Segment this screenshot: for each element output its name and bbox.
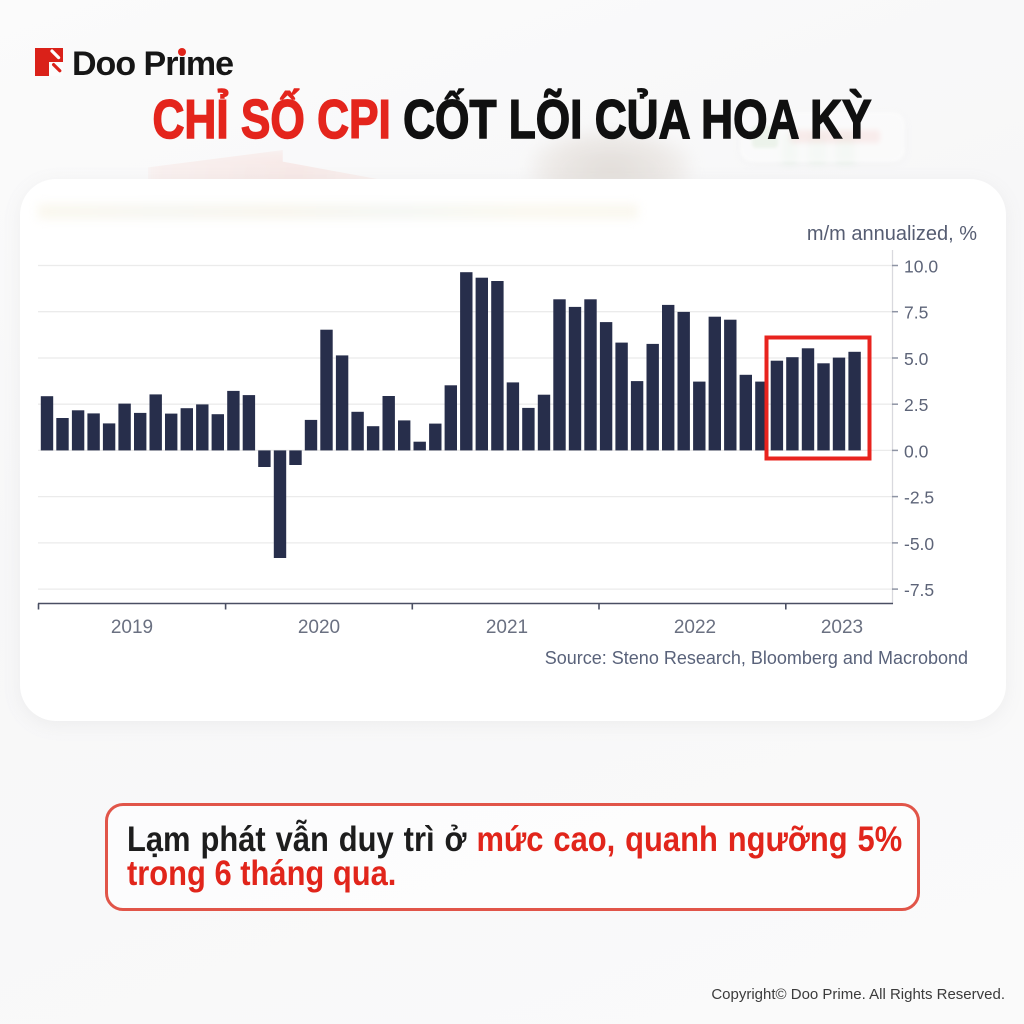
svg-text:0.0: 0.0 [904,441,929,461]
svg-text:2021: 2021 [486,617,528,638]
svg-text:2019: 2019 [111,617,153,638]
svg-text:m/m annualized, %: m/m annualized, % [807,223,977,245]
svg-text:-7.5: -7.5 [904,580,934,600]
svg-text:2023: 2023 [821,617,863,638]
svg-text:10.0: 10.0 [904,257,938,277]
svg-text:Source: Steno Research, Bloomb: Source: Steno Research, Bloomberg and Ma… [545,648,968,668]
svg-text:2022: 2022 [674,617,716,638]
svg-text:2.5: 2.5 [904,395,928,415]
svg-text:-2.5: -2.5 [904,488,934,508]
svg-text:5.0: 5.0 [904,349,929,369]
svg-text:2020: 2020 [298,617,340,638]
svg-text:7.5: 7.5 [904,303,928,323]
svg-text:-5.0: -5.0 [904,534,934,554]
